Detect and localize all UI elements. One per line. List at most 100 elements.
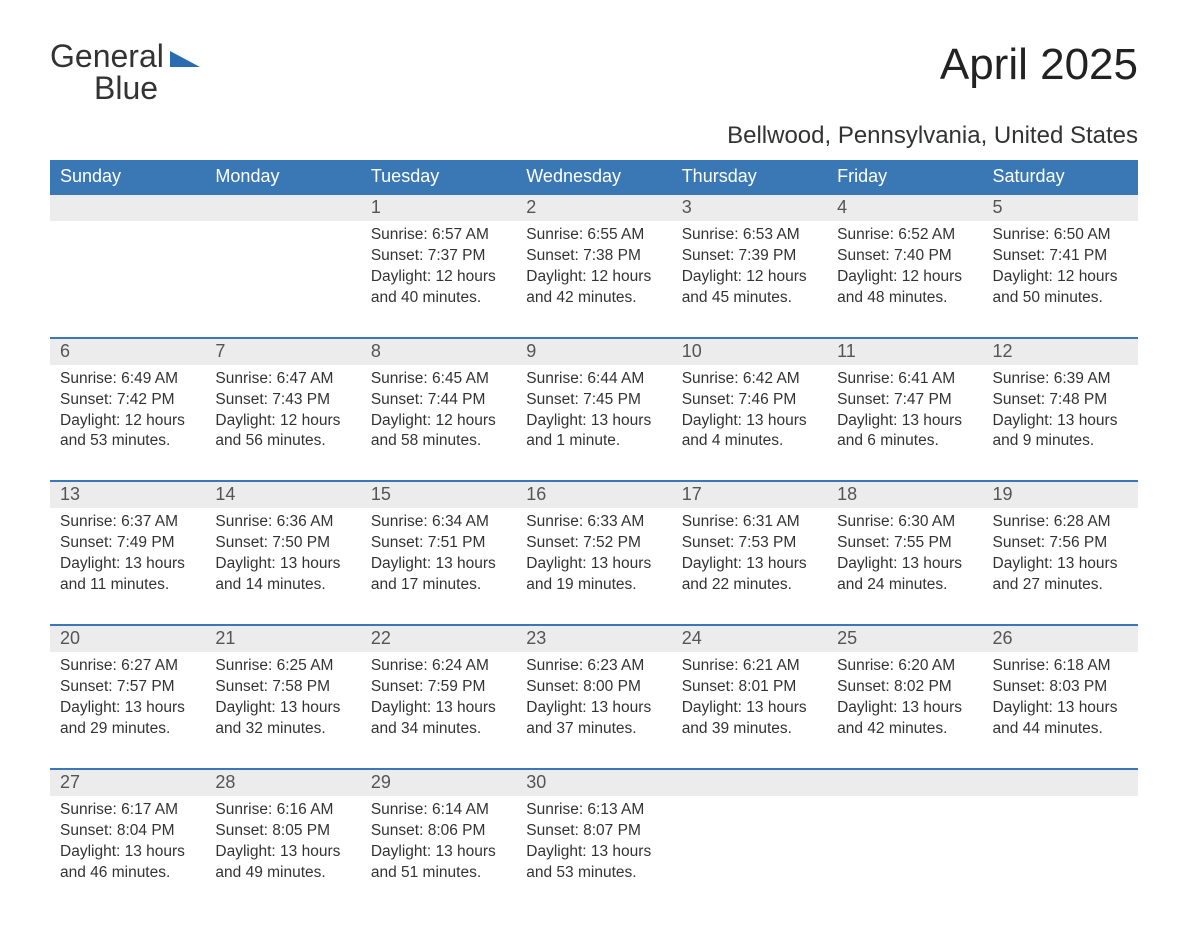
daylight-text: Daylight: 12 hours and 40 minutes. — [371, 267, 506, 309]
day-content: Sunrise: 6:49 AMSunset: 7:42 PMDaylight:… — [50, 365, 205, 481]
day-number — [672, 770, 827, 796]
daylight-text: Daylight: 13 hours and 19 minutes. — [526, 554, 661, 596]
day-content: Sunrise: 6:18 AMSunset: 8:03 PMDaylight:… — [983, 652, 1138, 768]
day-number: 20 — [50, 626, 205, 652]
day-number: 8 — [361, 339, 516, 365]
sunset-text: Sunset: 8:06 PM — [371, 821, 506, 842]
day-number: 28 — [205, 770, 360, 796]
sunset-text: Sunset: 7:41 PM — [993, 246, 1128, 267]
sunrise-text: Sunrise: 6:33 AM — [526, 512, 661, 533]
day-number: 9 — [516, 339, 671, 365]
sunrise-text: Sunrise: 6:57 AM — [371, 225, 506, 246]
day-number — [50, 195, 205, 221]
day-content: Sunrise: 6:57 AMSunset: 7:37 PMDaylight:… — [361, 221, 516, 337]
day-content: Sunrise: 6:27 AMSunset: 7:57 PMDaylight:… — [50, 652, 205, 768]
logo-line2: Blue — [94, 70, 158, 106]
daylight-text: Daylight: 12 hours and 48 minutes. — [837, 267, 972, 309]
daylight-text: Daylight: 13 hours and 29 minutes. — [60, 698, 195, 740]
day-number: 18 — [827, 482, 982, 508]
day-content: Sunrise: 6:37 AMSunset: 7:49 PMDaylight:… — [50, 508, 205, 624]
day-content: Sunrise: 6:28 AMSunset: 7:56 PMDaylight:… — [983, 508, 1138, 624]
sunset-text: Sunset: 8:01 PM — [682, 677, 817, 698]
daylight-text: Daylight: 13 hours and 51 minutes. — [371, 842, 506, 884]
day-content: Sunrise: 6:17 AMSunset: 8:04 PMDaylight:… — [50, 796, 205, 912]
day-number: 25 — [827, 626, 982, 652]
daylight-text: Daylight: 13 hours and 9 minutes. — [993, 411, 1128, 453]
weekday-header: Monday — [205, 160, 360, 194]
day-number: 22 — [361, 626, 516, 652]
sunrise-text: Sunrise: 6:21 AM — [682, 656, 817, 677]
daylight-text: Daylight: 13 hours and 11 minutes. — [60, 554, 195, 596]
day-number: 14 — [205, 482, 360, 508]
week-daynum-row: 6789101112 — [50, 338, 1138, 365]
daylight-text: Daylight: 13 hours and 39 minutes. — [682, 698, 817, 740]
weekday-header: Friday — [827, 160, 982, 194]
day-number: 24 — [672, 626, 827, 652]
weekday-header: Saturday — [983, 160, 1138, 194]
daylight-text: Daylight: 13 hours and 42 minutes. — [837, 698, 972, 740]
sunrise-text: Sunrise: 6:27 AM — [60, 656, 195, 677]
daylight-text: Daylight: 13 hours and 34 minutes. — [371, 698, 506, 740]
daylight-text: Daylight: 13 hours and 6 minutes. — [837, 411, 972, 453]
day-content: Sunrise: 6:23 AMSunset: 8:00 PMDaylight:… — [516, 652, 671, 768]
logo-flag-icon — [170, 45, 200, 72]
daylight-text: Daylight: 12 hours and 53 minutes. — [60, 411, 195, 453]
sunset-text: Sunset: 7:50 PM — [215, 533, 350, 554]
sunrise-text: Sunrise: 6:44 AM — [526, 369, 661, 390]
day-content — [672, 796, 827, 906]
day-number: 11 — [827, 339, 982, 365]
daylight-text: Daylight: 12 hours and 42 minutes. — [526, 267, 661, 309]
sunset-text: Sunset: 7:44 PM — [371, 390, 506, 411]
sunrise-text: Sunrise: 6:41 AM — [837, 369, 972, 390]
week-content-row: Sunrise: 6:57 AMSunset: 7:37 PMDaylight:… — [50, 221, 1138, 338]
week-daynum-row: 12345 — [50, 194, 1138, 221]
daylight-text: Daylight: 13 hours and 1 minute. — [526, 411, 661, 453]
weekday-header: Sunday — [50, 160, 205, 194]
day-number: 2 — [516, 195, 671, 221]
sunset-text: Sunset: 7:51 PM — [371, 533, 506, 554]
week-content-row: Sunrise: 6:37 AMSunset: 7:49 PMDaylight:… — [50, 508, 1138, 625]
sunset-text: Sunset: 7:46 PM — [682, 390, 817, 411]
day-content: Sunrise: 6:13 AMSunset: 8:07 PMDaylight:… — [516, 796, 671, 912]
sunrise-text: Sunrise: 6:24 AM — [371, 656, 506, 677]
day-number: 19 — [983, 482, 1138, 508]
page-title: April 2025 — [940, 40, 1138, 90]
sunset-text: Sunset: 7:59 PM — [371, 677, 506, 698]
day-content: Sunrise: 6:16 AMSunset: 8:05 PMDaylight:… — [205, 796, 360, 912]
day-number: 23 — [516, 626, 671, 652]
sunrise-text: Sunrise: 6:18 AM — [993, 656, 1128, 677]
sunrise-text: Sunrise: 6:23 AM — [526, 656, 661, 677]
sunset-text: Sunset: 8:05 PM — [215, 821, 350, 842]
sunset-text: Sunset: 7:48 PM — [993, 390, 1128, 411]
sunrise-text: Sunrise: 6:17 AM — [60, 800, 195, 821]
sunrise-text: Sunrise: 6:25 AM — [215, 656, 350, 677]
sunrise-text: Sunrise: 6:37 AM — [60, 512, 195, 533]
sunset-text: Sunset: 7:57 PM — [60, 677, 195, 698]
day-content: Sunrise: 6:30 AMSunset: 7:55 PMDaylight:… — [827, 508, 982, 624]
weekday-header-row: SundayMondayTuesdayWednesdayThursdayFrid… — [50, 160, 1138, 194]
logo-line1: General — [50, 38, 164, 74]
sunset-text: Sunset: 7:39 PM — [682, 246, 817, 267]
sunset-text: Sunset: 7:58 PM — [215, 677, 350, 698]
sunrise-text: Sunrise: 6:53 AM — [682, 225, 817, 246]
day-number: 16 — [516, 482, 671, 508]
sunrise-text: Sunrise: 6:34 AM — [371, 512, 506, 533]
day-number: 5 — [983, 195, 1138, 221]
sunset-text: Sunset: 7:37 PM — [371, 246, 506, 267]
sunrise-text: Sunrise: 6:39 AM — [993, 369, 1128, 390]
daylight-text: Daylight: 12 hours and 50 minutes. — [993, 267, 1128, 309]
day-content: Sunrise: 6:39 AMSunset: 7:48 PMDaylight:… — [983, 365, 1138, 481]
day-number: 17 — [672, 482, 827, 508]
sunset-text: Sunset: 8:03 PM — [993, 677, 1128, 698]
daylight-text: Daylight: 13 hours and 44 minutes. — [993, 698, 1128, 740]
daylight-text: Daylight: 13 hours and 22 minutes. — [682, 554, 817, 596]
daylight-text: Daylight: 13 hours and 53 minutes. — [526, 842, 661, 884]
weekday-header: Wednesday — [516, 160, 671, 194]
day-content: Sunrise: 6:42 AMSunset: 7:46 PMDaylight:… — [672, 365, 827, 481]
daylight-text: Daylight: 13 hours and 4 minutes. — [682, 411, 817, 453]
sunset-text: Sunset: 8:02 PM — [837, 677, 972, 698]
week-content-row: Sunrise: 6:49 AMSunset: 7:42 PMDaylight:… — [50, 365, 1138, 482]
week-daynum-row: 27282930 — [50, 769, 1138, 796]
sunrise-text: Sunrise: 6:30 AM — [837, 512, 972, 533]
daylight-text: Daylight: 13 hours and 37 minutes. — [526, 698, 661, 740]
